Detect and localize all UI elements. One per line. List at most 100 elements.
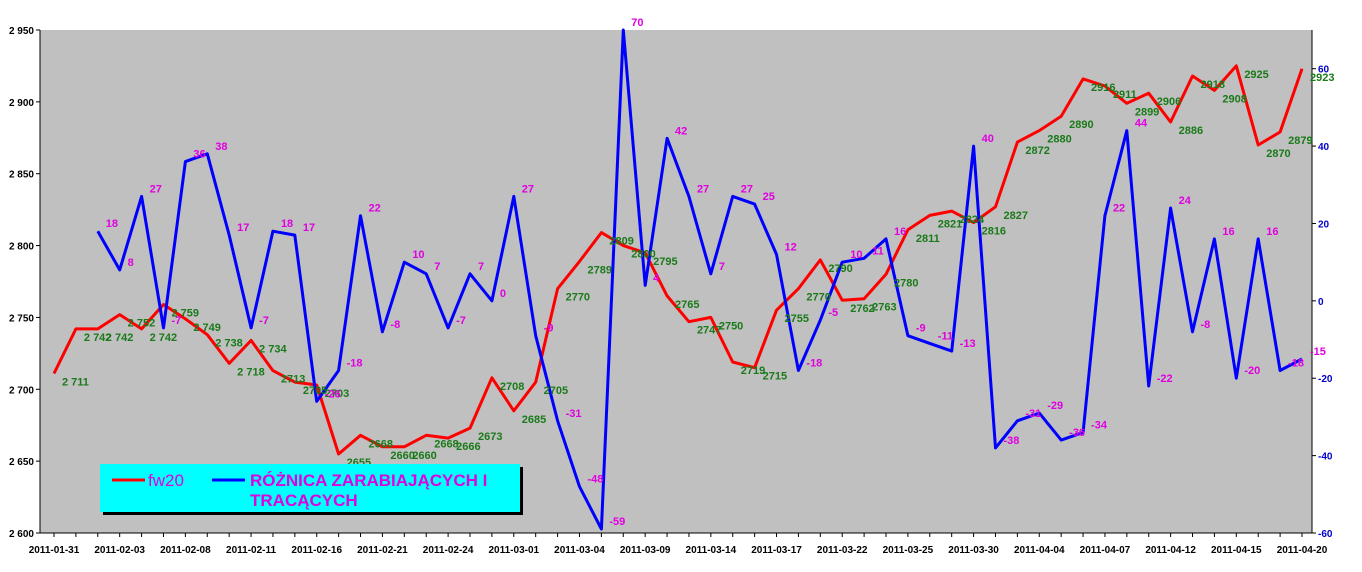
data-label-fw20: 2821 bbox=[938, 218, 962, 230]
data-label-fw20: 2872 bbox=[1025, 145, 1049, 157]
data-label-fw20: 2747 bbox=[697, 325, 721, 337]
x-tick-label: 2011-04-15 bbox=[1211, 545, 1262, 556]
legend-label-roznica: RÓŻNICA ZARABIAJĄCYCH I TRACĄCYCH bbox=[250, 471, 487, 510]
data-label-fw20: 2816 bbox=[982, 226, 1006, 238]
right-tick-label: -60 bbox=[1318, 529, 1333, 540]
data-label-fw20: 2750 bbox=[719, 320, 743, 332]
data-label-fw20: 2906 bbox=[1157, 96, 1181, 108]
left-tick-label: 2 750 bbox=[9, 313, 34, 324]
data-label-roznica: -15 bbox=[1310, 346, 1326, 358]
data-label-roznica: -18 bbox=[347, 357, 363, 369]
data-label-fw20: 2918 bbox=[1201, 79, 1225, 91]
left-tick-label: 2 700 bbox=[9, 385, 34, 396]
series-line-roznica bbox=[96, 28, 1303, 531]
data-label-fw20: 2715 bbox=[763, 371, 787, 383]
data-label-fw20: 2703 bbox=[325, 388, 349, 400]
data-label-roznica: -59 bbox=[609, 516, 625, 528]
data-label-roznica: 18 bbox=[106, 218, 118, 230]
left-tick-label: 2 650 bbox=[9, 457, 34, 468]
x-tick-label: 2011-02-24 bbox=[423, 545, 474, 556]
left-axis: 2 600 2 650 2 700 2 750 2 800 2 850 2 900 2 950 bbox=[9, 26, 41, 540]
data-label-roznica: 4 bbox=[653, 272, 660, 284]
right-tick-label: -40 bbox=[1318, 452, 1333, 463]
data-label-fw20: 2899 bbox=[1135, 106, 1159, 118]
x-tick-label: 2011-03-30 bbox=[948, 545, 999, 556]
data-label-roznica: -7 bbox=[171, 315, 181, 327]
data-label-roznica: 22 bbox=[1113, 203, 1125, 215]
data-label-fw20: 2908 bbox=[1222, 93, 1246, 105]
data-label-roznica: 27 bbox=[522, 183, 534, 195]
data-label-fw20: 2780 bbox=[894, 277, 918, 289]
data-label-roznica: -31 bbox=[566, 408, 582, 420]
data-label-fw20: 2824 bbox=[960, 214, 985, 226]
data-label-roznica: 40 bbox=[982, 133, 994, 145]
data-label-roznica: 7 bbox=[434, 261, 440, 273]
data-label-roznica: -26 bbox=[325, 388, 341, 400]
x-axis: 2011-01-31 2011-02-03 2011-02-08 2011-02-11… bbox=[29, 532, 1328, 556]
data-label-fw20: 2886 bbox=[1179, 125, 1203, 137]
data-label-roznica: 27 bbox=[150, 183, 162, 195]
data-label-roznica: 70 bbox=[631, 17, 643, 29]
data-label-fw20: 2705 bbox=[303, 385, 327, 397]
legend-label-line: TRACĄCYCH bbox=[250, 491, 358, 510]
data-label-roznica: -7 bbox=[259, 315, 269, 327]
data-label-fw20: 2795 bbox=[653, 256, 677, 268]
data-label-roznica: 27 bbox=[697, 183, 709, 195]
data-label-roznica: 16 bbox=[1266, 226, 1278, 238]
data-label-fw20: 2811 bbox=[916, 233, 940, 245]
data-label-fw20: 2765 bbox=[675, 299, 699, 311]
data-label-roznica: 16 bbox=[894, 226, 906, 238]
right-axis: -60 -40 -20 0 20 40 60 bbox=[1311, 30, 1333, 540]
data-label-roznica: 42 bbox=[675, 125, 687, 137]
plot-area bbox=[40, 30, 1312, 533]
x-tick-label: 2011-02-21 bbox=[357, 545, 408, 556]
series-layer bbox=[52, 28, 1304, 531]
left-tick-label: 2 600 bbox=[9, 529, 34, 540]
data-label-fw20: 2708 bbox=[500, 381, 524, 393]
data-label-roznica: -13 bbox=[960, 338, 976, 350]
data-label-roznica: 18 bbox=[281, 218, 293, 230]
data-label-roznica: -7 bbox=[456, 315, 466, 327]
right-tick-label: -20 bbox=[1318, 374, 1333, 385]
data-label-fw20: 2755 bbox=[785, 313, 809, 325]
data-label-fw20: 2789 bbox=[587, 264, 611, 276]
right-tick-label: 0 bbox=[1318, 297, 1324, 308]
data-label-fw20: 2911 bbox=[1113, 89, 1137, 101]
data-label-roznica: 8 bbox=[128, 257, 134, 269]
data-label-fw20: 2 734 bbox=[259, 343, 287, 355]
data-label-fw20: 2923 bbox=[1310, 72, 1334, 84]
x-tick-label: 2011-04-04 bbox=[1014, 545, 1065, 556]
x-tick-label: 2011-03-25 bbox=[883, 545, 934, 556]
data-label-roznica: 11 bbox=[872, 245, 884, 257]
data-label-roznica: -8 bbox=[1201, 319, 1211, 331]
right-tick-label: 20 bbox=[1318, 219, 1330, 230]
data-label-roznica: 24 bbox=[1179, 195, 1192, 207]
data-label-roznica: 44 bbox=[1135, 118, 1148, 130]
data-label-fw20: 2800 bbox=[631, 249, 655, 261]
left-tick-label: 2 900 bbox=[9, 98, 34, 109]
data-label-fw20: 2719 bbox=[741, 365, 765, 377]
data-label-roznica: 38 bbox=[215, 141, 227, 153]
data-label-fw20: 2925 bbox=[1244, 69, 1268, 81]
data-label-fw20: 2 718 bbox=[237, 366, 265, 378]
left-tick-label: 2 950 bbox=[9, 26, 34, 37]
x-tick-label: 2011-03-09 bbox=[620, 545, 671, 556]
data-label-roznica: 17 bbox=[237, 222, 249, 234]
x-tick-label: 2011-02-11 bbox=[226, 545, 276, 556]
x-tick-label: 2011-04-20 bbox=[1277, 545, 1328, 556]
data-label-fw20: 2668 bbox=[434, 438, 458, 450]
data-label-roznica: 7 bbox=[478, 261, 484, 273]
x-tick-label: 2011-03-01 bbox=[488, 545, 539, 556]
data-label-fw20: 2 759 bbox=[171, 307, 199, 319]
data-label-roznica: -29 bbox=[1047, 400, 1063, 412]
data-label-fw20: 2668 bbox=[369, 438, 393, 450]
data-label-fw20: 2685 bbox=[522, 414, 546, 426]
data-label-roznica: -18 bbox=[1288, 357, 1304, 369]
x-tick-label: 2011-03-04 bbox=[554, 545, 605, 556]
data-label-fw20: 2770 bbox=[806, 292, 830, 304]
data-label-roznica: 10 bbox=[850, 249, 862, 261]
right-tick-label: 40 bbox=[1318, 142, 1330, 153]
data-label-roznica: -11 bbox=[938, 330, 953, 342]
data-label-roznica: -9 bbox=[544, 323, 554, 335]
